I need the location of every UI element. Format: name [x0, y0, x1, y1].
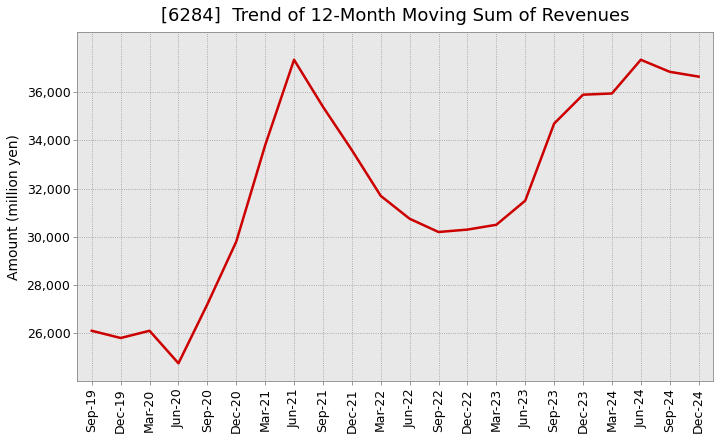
- Title: [6284]  Trend of 12-Month Moving Sum of Revenues: [6284] Trend of 12-Month Moving Sum of R…: [161, 7, 629, 25]
- Y-axis label: Amount (million yen): Amount (million yen): [7, 134, 21, 280]
